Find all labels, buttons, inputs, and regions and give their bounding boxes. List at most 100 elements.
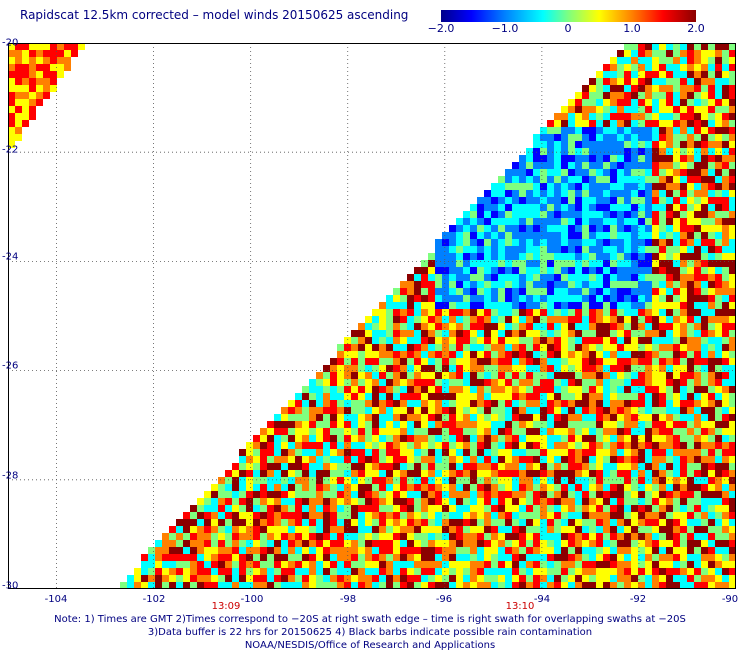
data-cell	[442, 407, 449, 414]
data-cell	[232, 533, 239, 540]
data-cell	[715, 85, 722, 92]
data-cell	[526, 568, 533, 575]
data-cell	[666, 204, 673, 211]
data-cell	[442, 267, 449, 274]
data-cell	[547, 554, 554, 561]
data-cell	[372, 400, 379, 407]
data-cell	[596, 71, 603, 78]
data-cell	[505, 302, 512, 309]
data-cell	[659, 386, 666, 393]
data-cell	[512, 372, 519, 379]
data-cell	[470, 477, 477, 484]
data-cell	[386, 512, 393, 519]
data-cell	[554, 519, 561, 526]
data-cell	[442, 372, 449, 379]
data-cell	[386, 554, 393, 561]
data-cell	[29, 43, 36, 50]
data-cell	[645, 260, 652, 267]
data-cell	[652, 204, 659, 211]
data-cell	[351, 519, 358, 526]
data-cell	[358, 477, 365, 484]
data-cell	[666, 428, 673, 435]
data-cell	[260, 533, 267, 540]
data-cell	[197, 540, 204, 547]
data-cell	[456, 386, 463, 393]
data-cell	[519, 512, 526, 519]
data-cell	[561, 162, 568, 169]
data-cell	[197, 526, 204, 533]
data-cell	[456, 442, 463, 449]
data-cell	[610, 141, 617, 148]
data-cell	[512, 582, 519, 589]
data-cell	[729, 477, 736, 484]
data-cell	[568, 449, 575, 456]
data-cell	[8, 50, 15, 57]
data-cell	[428, 554, 435, 561]
data-cell	[547, 225, 554, 232]
data-cell	[645, 491, 652, 498]
data-cell	[533, 274, 540, 281]
data-cell	[631, 218, 638, 225]
data-cell	[645, 155, 652, 162]
data-cell	[610, 302, 617, 309]
data-cell	[722, 204, 729, 211]
data-cell	[449, 267, 456, 274]
data-cell	[337, 540, 344, 547]
data-cell	[337, 456, 344, 463]
data-cell	[540, 323, 547, 330]
colorbar-gradient	[441, 10, 696, 22]
data-cell	[729, 442, 736, 449]
data-cell	[316, 372, 323, 379]
data-cell	[582, 323, 589, 330]
data-cell	[484, 505, 491, 512]
data-cell	[519, 183, 526, 190]
data-cell	[435, 526, 442, 533]
data-cell	[673, 288, 680, 295]
data-cell	[561, 176, 568, 183]
data-cell	[309, 568, 316, 575]
data-cell	[624, 316, 631, 323]
data-cell	[421, 407, 428, 414]
data-cell	[540, 575, 547, 582]
data-cell	[267, 456, 274, 463]
data-cell	[722, 211, 729, 218]
data-cell	[323, 477, 330, 484]
data-cell	[687, 92, 694, 99]
data-cell	[652, 337, 659, 344]
data-cell	[638, 218, 645, 225]
data-cell	[323, 533, 330, 540]
data-cell	[687, 288, 694, 295]
data-cell	[260, 512, 267, 519]
data-cell	[393, 477, 400, 484]
data-cell	[561, 491, 568, 498]
data-cell	[379, 526, 386, 533]
data-cell	[610, 379, 617, 386]
data-cell	[484, 190, 491, 197]
data-cell	[526, 407, 533, 414]
data-cell	[337, 358, 344, 365]
data-cell	[568, 106, 575, 113]
data-cell	[631, 533, 638, 540]
data-cell	[603, 414, 610, 421]
data-cell	[575, 134, 582, 141]
data-cell	[519, 309, 526, 316]
data-cell	[218, 519, 225, 526]
data-cell	[561, 281, 568, 288]
data-cell	[449, 393, 456, 400]
data-cell	[715, 379, 722, 386]
data-cell	[260, 470, 267, 477]
data-cell	[211, 484, 218, 491]
data-cell	[498, 519, 505, 526]
data-cell	[295, 519, 302, 526]
data-cell	[484, 267, 491, 274]
data-cell	[687, 414, 694, 421]
data-cell	[561, 295, 568, 302]
data-cell	[673, 435, 680, 442]
data-cell	[358, 323, 365, 330]
data-cell	[694, 71, 701, 78]
data-cell	[176, 526, 183, 533]
data-cell	[582, 470, 589, 477]
data-cell	[610, 484, 617, 491]
data-cell	[708, 526, 715, 533]
data-cell	[414, 540, 421, 547]
